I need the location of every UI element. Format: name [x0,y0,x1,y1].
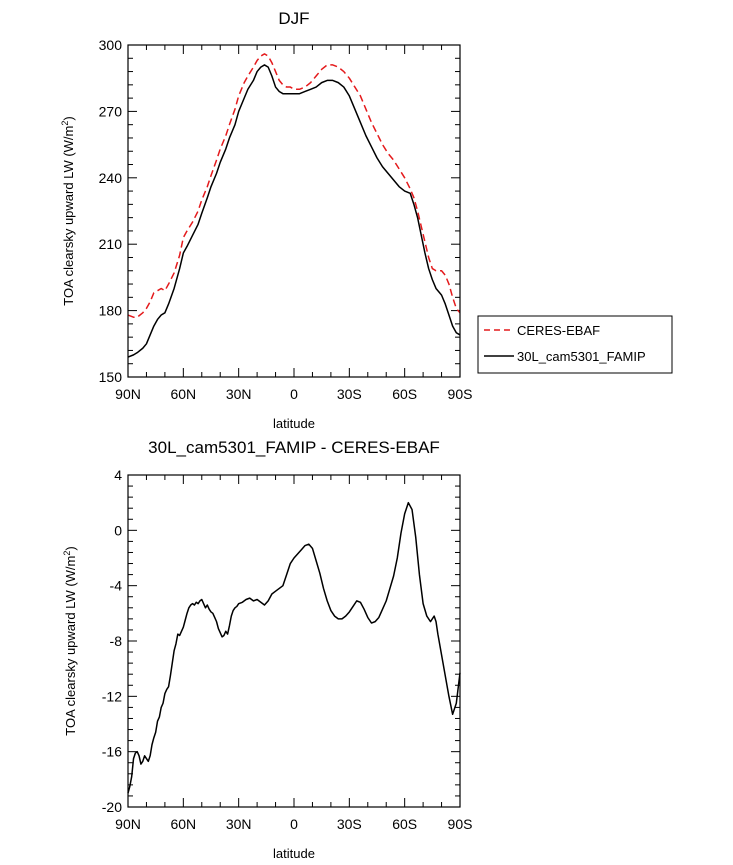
panel-difference-x-tick-label: 0 [290,816,298,832]
panel-difference-y-axis-title: TOA clearsky upward LW (W/m2) [62,546,78,735]
legend: CERES-EBAF 30L_cam5301_FAMIP [477,315,673,374]
panel-difference-x-axis-title: latitude [273,846,315,861]
panel-djf-series-line-2 [127,64,461,358]
panel-difference-x-tick-label: 30N [226,816,252,832]
panel-difference-y-axis-title-sup: 2 [62,551,72,556]
legend-label-ceres-ebaf: CERES-EBAF [517,323,600,338]
panel-djf-y-tick-label: 240 [99,170,123,186]
panel-djf: DJF 90N 60N 30N 0 30S 60S 90S 150 180 210 240 270 30… [60,9,673,431]
panel-difference-y-axis-title-main: TOA clearsky upward LW (W/m [63,556,78,736]
panel-djf-title: DJF [278,9,309,28]
panel-difference-plot-frame [127,474,461,808]
panel-difference-title: 30L_cam5301_FAMIP - CERES-EBAF [148,438,440,457]
panel-djf-plot-frame [127,44,461,378]
panel-djf-x-axis-title: latitude [273,416,315,431]
panel-djf-y-tick-label: 180 [99,303,123,319]
panel-djf-y-axis-title-sup: 2 [60,121,70,126]
legend-label-famip: 30L_cam5301_FAMIP [517,349,646,364]
panel-difference-x-tick-label: 90S [448,816,473,832]
panel-djf-x-tick-label: 30N [226,386,252,402]
panel-difference-y-tick-label: -4 [110,578,123,594]
panel-djf-x-tick-label: 60S [392,386,417,402]
panel-djf-y-tick-label: 150 [99,369,123,385]
panel-djf-y-tick-label: 270 [99,103,123,119]
panel-difference-y-axis-title-tail: ) [63,546,78,550]
panel-difference-y-tick-label: -12 [102,688,122,704]
panel-djf-y-tick-label: 300 [99,37,123,53]
panel-difference: 30L_cam5301_FAMIP - CERES-EBAF 90N 60N 30N… [62,438,472,861]
panel-djf-ticks: 90N 60N 30N 0 30S 60S 90S 150 180 210 240 270 300 [99,37,473,402]
panel-difference-x-tick-label: 60N [170,816,196,832]
panel-djf-series-line-1 [127,53,461,318]
panel-difference-x-tick-label: 60S [392,816,417,832]
panel-difference-series-line-1 [127,501,461,794]
panel-djf-y-axis-title-tail: ) [61,116,76,120]
panel-djf-x-tick-label: 90N [115,386,141,402]
panel-difference-y-tick-label: 4 [114,467,122,483]
panel-difference-x-tick-label: 30S [337,816,362,832]
panel-difference-y-tick-label: -8 [110,633,123,649]
panel-difference-ticks: 90N 60N 30N 0 30S 60S 90S -20 -16 -12 -8 -4 0 4 [102,467,473,832]
legend-box [477,315,673,374]
panel-difference-y-tick-label: -16 [102,744,122,760]
panel-djf-y-axis-title: TOA clearsky upward LW (W/m2) [60,116,76,305]
panel-djf-x-tick-label: 60N [170,386,196,402]
panel-djf-series [127,53,461,358]
panel-djf-x-tick-label: 0 [290,386,298,402]
panel-difference-y-tick-label: -20 [102,799,122,815]
panel-djf-x-tick-label: 30S [337,386,362,402]
panel-difference-y-tick-label: 0 [114,522,122,538]
panel-difference-series [127,501,461,794]
panel-djf-x-tick-label: 90S [448,386,473,402]
panel-difference-x-tick-label: 90N [115,816,141,832]
panel-djf-y-axis-title-main: TOA clearsky upward LW (W/m [61,126,76,306]
panel-djf-y-tick-label: 210 [99,236,123,252]
